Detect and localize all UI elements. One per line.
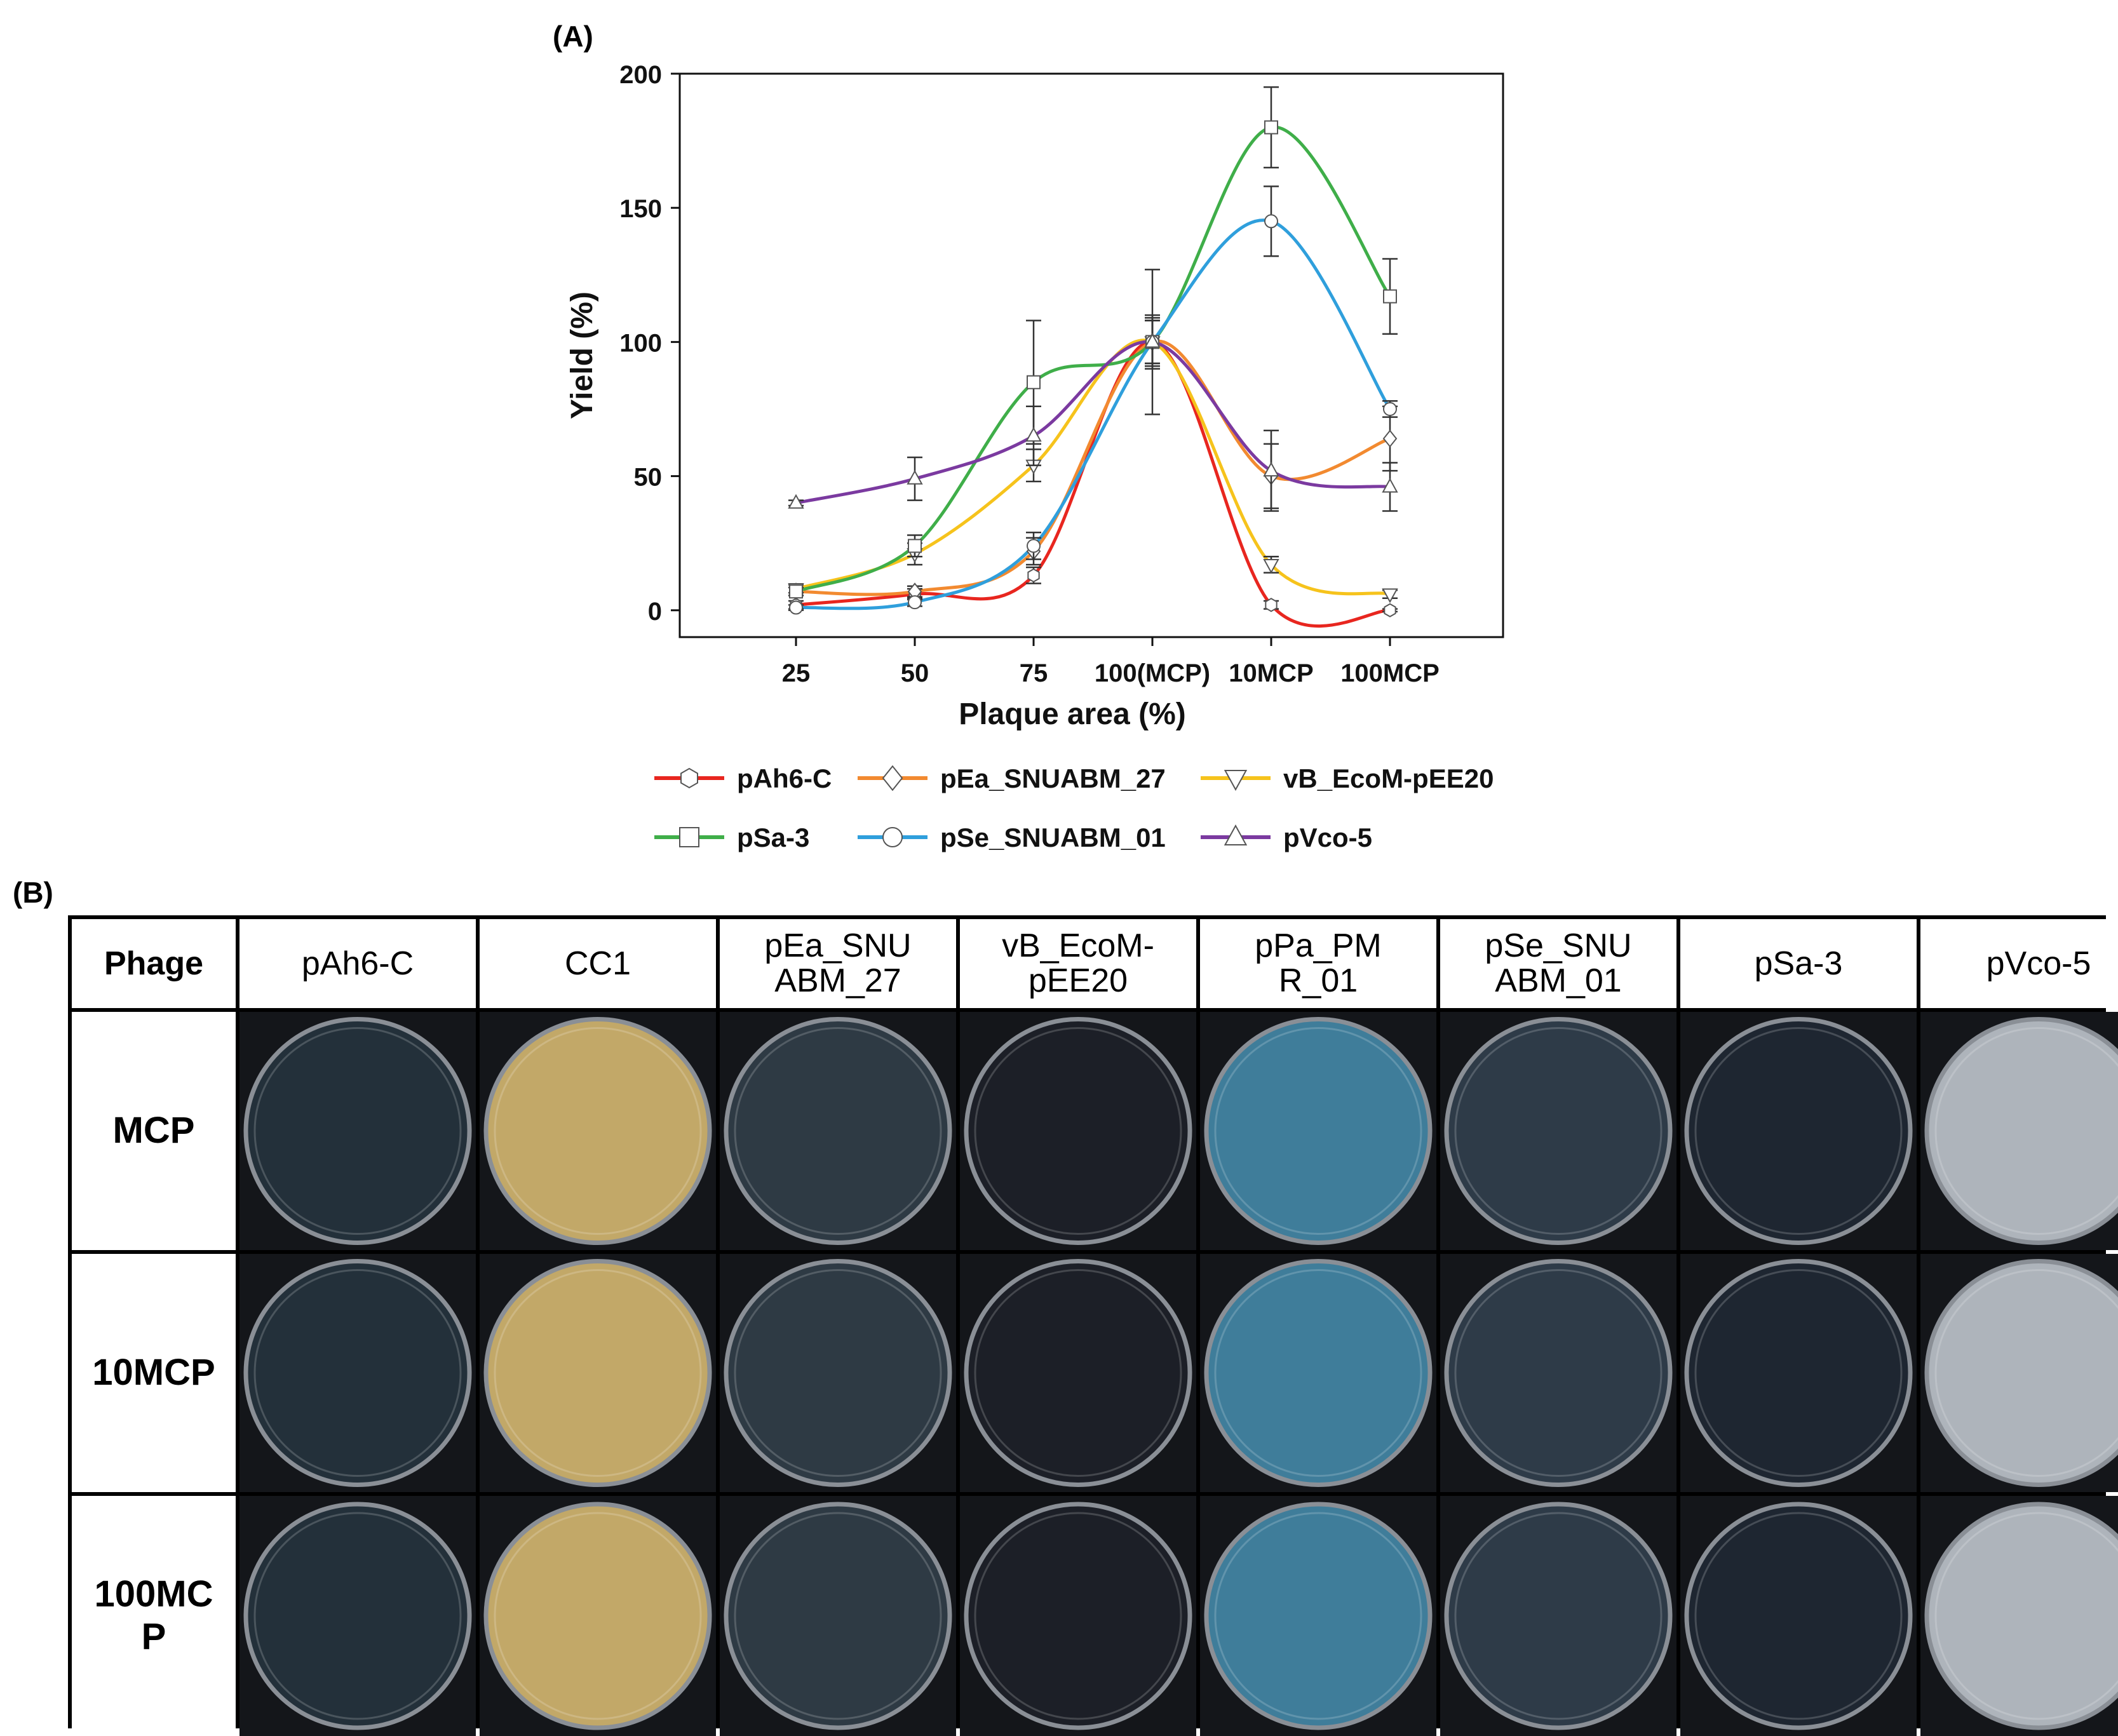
legend-label: pVco-5 [1283,823,1372,852]
petri-dish-image [960,1496,1196,1736]
data-point [907,469,923,485]
panel-b-label: (B) [13,876,53,909]
corner-header: Phage [72,919,236,1008]
column-header: pPa_PM R_01 [1200,919,1436,1008]
y-tick-label: 150 [619,195,662,223]
y-tick-label: 100 [619,329,662,357]
row-header: MCP [72,1012,236,1250]
data-point [1384,603,1396,617]
legend-label: pAh6-C [737,764,832,793]
petri-dish-image [1920,1254,2118,1492]
data-point [789,600,803,615]
petri-dish-image [1440,1254,1676,1492]
legend-marker [680,767,698,789]
data-point [1383,289,1397,304]
data-point [908,595,922,610]
petri-dish-image [480,1254,716,1492]
data-point [789,584,803,599]
petri-dish-image [239,1496,476,1736]
column-header: pSa-3 [1680,919,1917,1008]
data-point [1027,568,1040,583]
row-header: 10MCP [72,1254,236,1492]
x-tick-label: 75 [1020,659,1048,687]
petri-dish-image [480,1012,716,1250]
petri-dish-image [1440,1496,1676,1736]
data-point [1264,120,1278,135]
x-axis-label: Plaque area (%) [959,697,1185,731]
petri-dish-image [1920,1012,2118,1250]
petri-dish-image [1200,1254,1436,1492]
yield-line-chart: 0 50 100 150 200 25 50 75 100(MCP) 10MCP 100MCP Pla… [565,61,1504,852]
column-header: CC1 [480,919,716,1008]
data-point [1382,429,1398,448]
petri-dish-image [960,1254,1196,1492]
petri-dish-image [720,1012,956,1250]
data-point [1264,214,1278,229]
y-tick-label: 50 [634,464,663,492]
plate-image-table: Phage pAh6-C CC1 pEa_SNU ABM_27 vB_EcoM- pEE… [68,915,2118,1736]
petri-dish-image [239,1254,476,1492]
petri-dish-image [1920,1496,2118,1736]
x-tick-label: 25 [782,659,811,687]
legend-label: pSa-3 [737,823,809,852]
petri-dish-image [1680,1254,1917,1492]
legend-label: pEa_SNUABM_27 [940,764,1166,793]
data-point [908,539,922,553]
legend-marker [882,765,903,791]
legend-label: vB_EcoM-pEE20 [1283,764,1494,793]
series-line [795,219,1392,610]
data-point [788,494,804,509]
petri-dish-image [720,1496,956,1736]
petri-dish-image [239,1012,476,1250]
petri-dish-image [1200,1496,1436,1736]
legend-marker [1224,824,1248,845]
panel-a-label: (A) [553,20,593,53]
column-header: pVco-5 [1920,919,2118,1008]
data-point [1383,401,1397,416]
petri-dish-image [960,1012,1196,1250]
legend-marker [1224,770,1248,791]
data-point [1382,478,1398,493]
data-point [1263,558,1279,574]
x-tick-label: 100MCP [1340,659,1440,687]
petri-dish-image [1200,1012,1436,1250]
legend-label: pSe_SNUABM_01 [940,823,1166,852]
data-point [1027,539,1041,553]
data-point [1144,333,1161,348]
x-tick-label: 100(MCP) [1095,659,1210,687]
plot-frame [678,72,1504,638]
series-line [795,125,1392,593]
data-point [1025,427,1042,442]
petri-dish-image [720,1254,956,1492]
legend-marker [679,827,699,847]
data-point [1265,598,1278,612]
legend-marker [882,827,903,847]
y-axis-label: Yield (%) [565,292,599,419]
column-header: pSe_SNU ABM_01 [1440,919,1676,1008]
petri-dish-image [480,1496,716,1736]
x-tick-label: 10MCP [1229,659,1313,687]
column-header: pAh6-C [239,919,476,1008]
data-point [1382,588,1398,603]
petri-dish-image [1680,1012,1917,1250]
petri-dish-image [1680,1496,1917,1736]
row-header: 100MC P [72,1496,236,1736]
data-point [1027,375,1041,389]
column-header: pEa_SNU ABM_27 [720,919,956,1008]
data-point [1263,462,1279,477]
y-tick-label: 200 [619,61,662,89]
column-header: vB_EcoM- pEE20 [960,919,1196,1008]
x-tick-label: 50 [901,659,929,687]
petri-dish-image [1440,1012,1676,1250]
y-tick-label: 0 [648,598,662,626]
